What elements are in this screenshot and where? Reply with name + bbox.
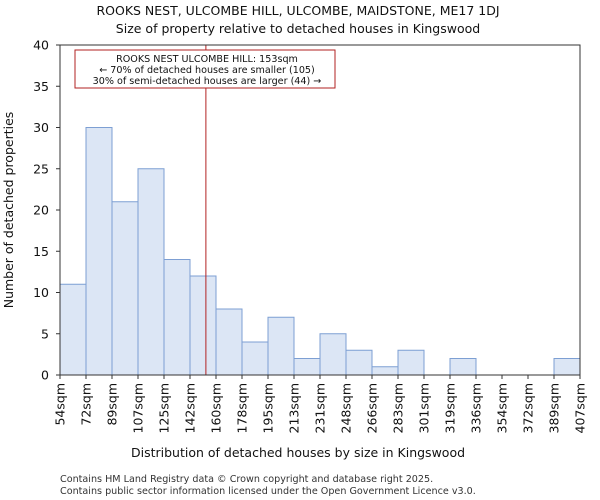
y-axis-label: Number of detached properties [1, 112, 16, 309]
chart-title: ROOKS NEST, ULCOMBE HILL, ULCOMBE, MAIDS… [96, 3, 499, 18]
x-tick-label: 231sqm [313, 383, 328, 433]
bar-283sqm [397, 349, 425, 376]
x-tick-label: 372sqm [521, 383, 536, 433]
bar-160sqm [215, 308, 243, 376]
bar-231sqm [319, 333, 347, 376]
bar-319sqm [449, 358, 477, 376]
x-tick-label: 142sqm [183, 383, 198, 433]
x-tick-label: 160sqm [209, 383, 224, 433]
y-tick-label: 30 [33, 120, 49, 135]
footer-licence: Contains public sector information licen… [60, 486, 476, 497]
x-tick-label: 301sqm [417, 383, 432, 433]
bar-107sqm [137, 168, 165, 376]
x-tick-label: 195sqm [261, 383, 276, 433]
x-tick-label: 283sqm [391, 383, 406, 433]
x-tick-label: 72sqm [79, 383, 94, 426]
bars-group [59, 127, 581, 376]
annotation-box: ROOKS NEST ULCOMBE HILL: 153sqm ← 70% of… [74, 49, 336, 89]
annotation-larger: 30% of semi-detached houses are larger (… [93, 76, 322, 87]
x-axis-label: Distribution of detached houses by size … [131, 445, 465, 460]
y-tick-label: 40 [33, 38, 49, 53]
x-tick-label: 319sqm [443, 383, 458, 433]
bar-195sqm [267, 316, 295, 376]
chart-subtitle: Size of property relative to detached ho… [116, 21, 480, 36]
y-tick-label: 35 [33, 79, 49, 94]
bar-54sqm [59, 283, 87, 376]
bar-125sqm [163, 259, 191, 376]
y-tick-label: 5 [41, 326, 49, 341]
y-tick-label: 10 [33, 285, 49, 300]
footer-copyright: Contains HM Land Registry data © Crown c… [60, 474, 433, 485]
x-tick-label: 336sqm [469, 383, 484, 433]
x-tick-label: 89sqm [105, 383, 120, 426]
y-tick-label: 25 [33, 161, 49, 176]
bar-248sqm [345, 349, 373, 376]
bar-89sqm [111, 201, 139, 376]
y-axis: 0 5 10 15 20 25 30 35 40 [33, 38, 60, 383]
bar-142sqm [189, 275, 217, 376]
y-tick-label: 0 [41, 368, 49, 383]
x-tick-label: 266sqm [365, 383, 380, 433]
annotation-frame [74, 49, 336, 89]
x-tick-label: 107sqm [131, 383, 146, 433]
y-tick-label: 20 [33, 203, 49, 218]
x-tick-label: 389sqm [547, 383, 562, 433]
x-tick-label: 407sqm [573, 383, 588, 433]
bar-178sqm [241, 341, 269, 376]
y-tick-label: 15 [33, 244, 49, 259]
bar-389sqm [553, 358, 581, 376]
x-tick-label: 248sqm [339, 383, 354, 433]
bar-72sqm [85, 127, 113, 376]
x-tick-label: 125sqm [157, 383, 172, 433]
bar-266sqm [371, 366, 399, 376]
x-tick-label: 54sqm [53, 383, 68, 426]
x-tick-label: 213sqm [287, 383, 302, 433]
bar-213sqm [293, 358, 321, 376]
x-tick-label: 354sqm [495, 383, 510, 433]
x-axis: 54sqm 72sqm 89sqm 107sqm 125sqm 142sqm 160sqm 1… [53, 375, 588, 433]
annotation-property: ROOKS NEST ULCOMBE HILL: 153sqm [116, 54, 298, 65]
x-tick-label: 178sqm [235, 383, 250, 433]
annotation-smaller: ← 70% of detached houses are smaller (10… [99, 65, 315, 76]
